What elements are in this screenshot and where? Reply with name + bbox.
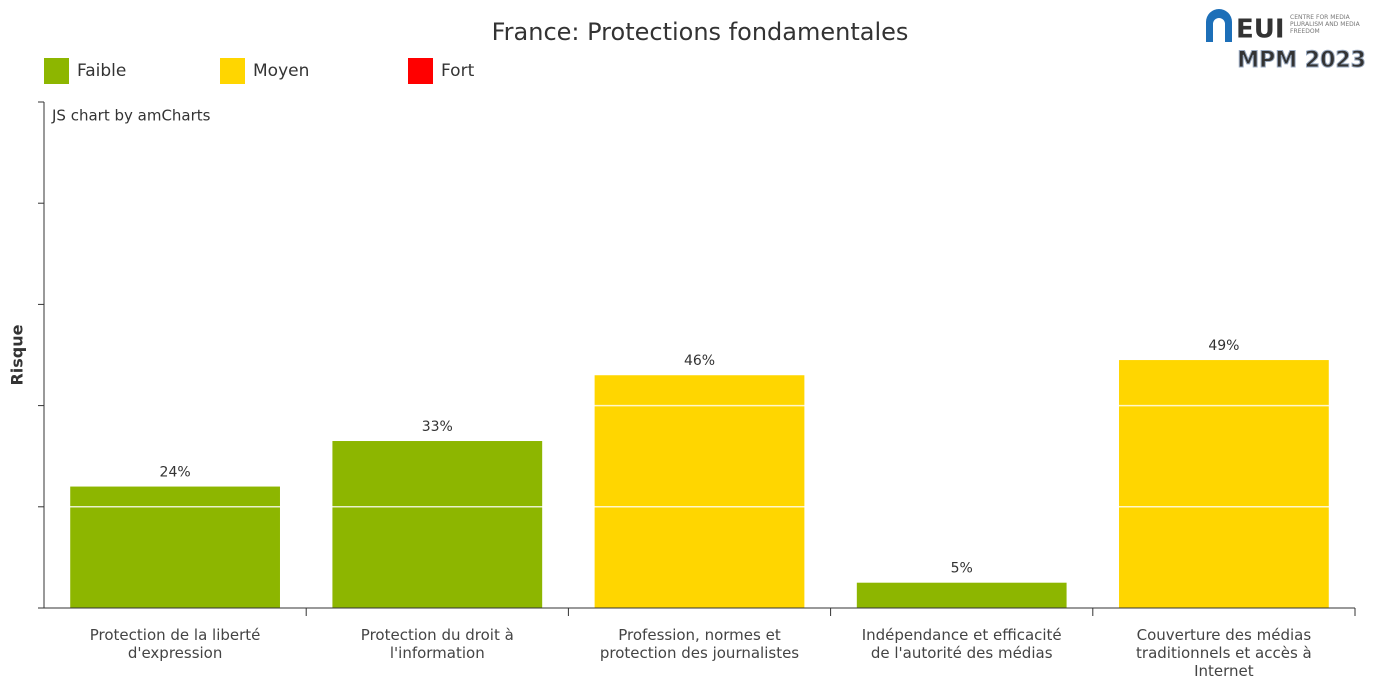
logo-arch xyxy=(1206,9,1232,42)
bar xyxy=(594,375,805,608)
y-axis-label: Risque xyxy=(8,324,27,385)
x-tick-label: Profession, normes et protection des jou… xyxy=(599,626,800,662)
value-label: 49% xyxy=(1208,338,1239,354)
logo-subtitle: CENTRE FOR MEDIA PLURALISM AND MEDIA FRE… xyxy=(1290,14,1360,35)
bar xyxy=(332,441,543,608)
value-label: 33% xyxy=(422,419,453,435)
legend-swatch xyxy=(44,58,69,84)
value-label: 5% xyxy=(951,561,973,577)
logo-sub-box: CENTRE FOR MEDIA PLURALISM AND MEDIA FRE… xyxy=(1290,14,1360,35)
x-tick-label: Couverture des médias traditionnels et a… xyxy=(1136,626,1312,680)
logo-edition: MPM 2023 xyxy=(1237,48,1366,73)
bar xyxy=(1119,360,1329,608)
legend-label: Moyen xyxy=(253,61,309,81)
chart-title: France: Protections fondamentales xyxy=(492,18,909,46)
x-tick-label: Indépendance et efficacité de l'autorité… xyxy=(861,626,1062,662)
credit: JS chart by amCharts xyxy=(51,107,211,125)
legend-label: Fort xyxy=(441,61,475,81)
logo: EUI CENTRE FOR MEDIA PLURALISM AND MEDIA… xyxy=(1206,9,1367,74)
value-label: 46% xyxy=(684,353,715,369)
bar xyxy=(70,486,280,608)
x-tick-label: Protection du droit à l'information xyxy=(360,626,514,662)
x-tick-label: Protection de la liberté d'expression xyxy=(89,626,261,662)
value-label: 24% xyxy=(160,465,191,481)
legend-swatch xyxy=(220,58,245,84)
logo-name: EUI xyxy=(1236,15,1285,45)
bar xyxy=(856,582,1067,608)
legend-swatch xyxy=(408,58,433,84)
legend-label: Faible xyxy=(77,61,126,81)
